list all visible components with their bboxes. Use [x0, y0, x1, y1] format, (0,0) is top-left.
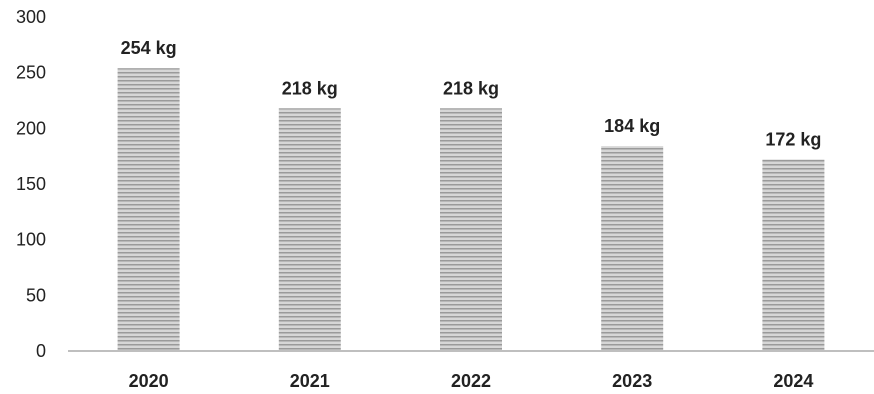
bar-value-label: 218 kg: [443, 78, 499, 98]
y-tick-label: 50: [26, 285, 46, 305]
bar-value-label: 184 kg: [604, 116, 660, 136]
x-tick-label: 2022: [451, 371, 491, 391]
x-axis-ticks: 2020 2021 2022 2023 2024: [129, 371, 814, 391]
y-tick-label: 300: [16, 7, 46, 27]
y-tick-label: 200: [16, 118, 46, 138]
data-labels-group: 254 kg 218 kg 218 kg 184 kg 172 kg: [121, 38, 822, 149]
bar-value-label: 254 kg: [121, 38, 177, 58]
y-axis-ticks: 0 50 100 150 200 250 300: [16, 7, 46, 361]
x-tick-label: 2021: [290, 371, 330, 391]
y-tick-label: 150: [16, 174, 46, 194]
bar: [601, 146, 664, 351]
y-tick-label: 100: [16, 230, 46, 250]
bar: [117, 68, 180, 352]
bar-value-label: 218 kg: [282, 78, 338, 98]
y-tick-label: 0: [36, 341, 46, 361]
x-tick-label: 2023: [612, 371, 652, 391]
bars-group: [117, 68, 825, 352]
bar: [762, 159, 825, 351]
y-tick-label: 250: [16, 63, 46, 83]
bar-value-label: 172 kg: [765, 130, 821, 150]
bar: [278, 108, 341, 351]
bar: [440, 108, 502, 351]
x-tick-label: 2024: [773, 371, 813, 391]
x-tick-label: 2020: [129, 371, 169, 391]
